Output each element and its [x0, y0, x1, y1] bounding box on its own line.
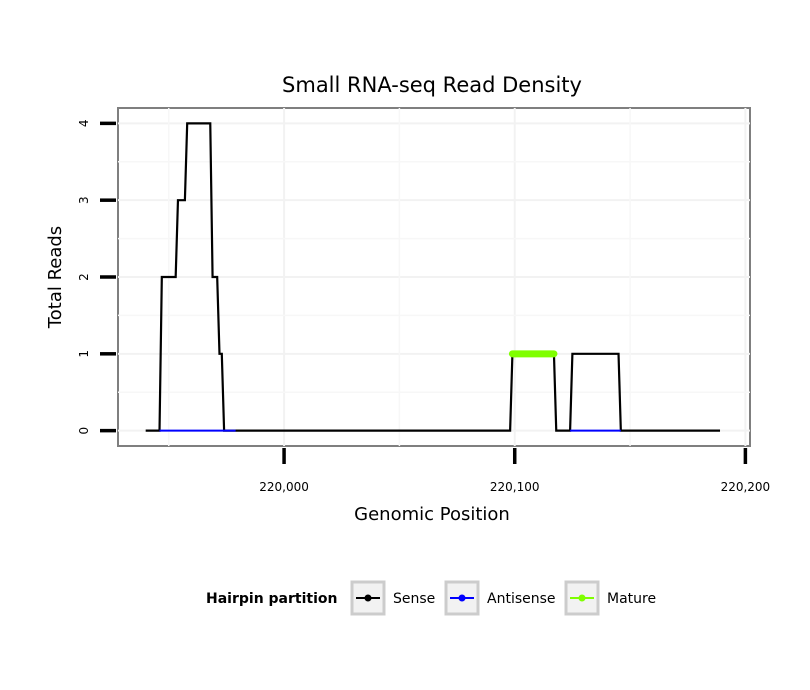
y-tick-label: 4	[77, 120, 91, 128]
legend-key-sense	[350, 580, 386, 616]
y-tick-label: 3	[77, 196, 91, 204]
x-axis: 220,000 220,100 220,200	[259, 448, 770, 494]
series-layer	[145, 122, 721, 432]
legend-label-antisense: Antisense	[487, 591, 556, 607]
legend-key-point	[364, 594, 372, 602]
legend-key-point	[458, 594, 466, 602]
legend-title: Hairpin partition	[206, 591, 337, 607]
x-tick-label: 220,100	[490, 480, 540, 494]
chart-title: Small RNA-seq Read Density	[282, 73, 582, 97]
legend: Hairpin partition Sense Antisense Mature	[206, 580, 656, 616]
legend-label-mature: Mature	[607, 591, 656, 607]
y-axis: 0 1 2 3 4	[77, 120, 116, 435]
y-tick-label: 1	[77, 350, 91, 358]
x-tick-label: 220,200	[721, 480, 771, 494]
legend-key-mature	[564, 580, 600, 616]
x-axis-label: Genomic Position	[354, 504, 510, 525]
legend-label-sense: Sense	[393, 591, 435, 607]
series-sense-line	[145, 122, 721, 432]
legend-key-point	[578, 594, 586, 602]
x-tick-label: 220,000	[259, 480, 309, 494]
y-tick-label: 0	[77, 427, 91, 435]
y-axis-label: Total Reads	[45, 226, 66, 329]
y-tick-label: 2	[77, 273, 91, 281]
legend-key-antisense	[444, 580, 480, 616]
